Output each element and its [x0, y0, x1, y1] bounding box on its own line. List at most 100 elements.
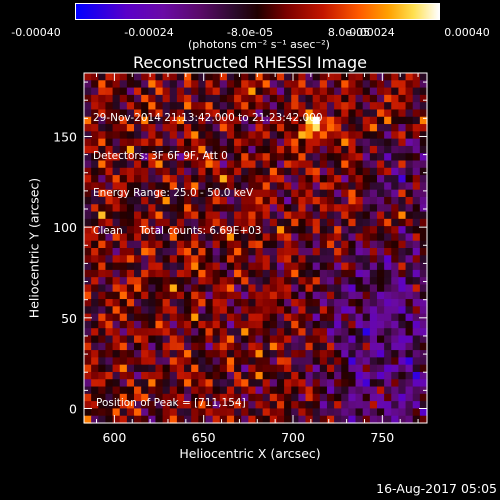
heatmap-cell	[405, 124, 414, 132]
heatmap-cell	[98, 415, 107, 424]
heatmap-cell	[305, 350, 314, 358]
heatmap-cell	[419, 153, 428, 162]
heatmap-cell	[162, 284, 171, 293]
heatmap-cell	[126, 94, 135, 103]
heatmap-cell	[241, 328, 249, 337]
heatmap-cell	[126, 269, 135, 278]
heatmap-cell	[305, 109, 314, 118]
heatmap-cell	[105, 226, 114, 235]
heatmap-cell	[376, 80, 385, 89]
heatmap-cell	[312, 204, 321, 213]
heatmap-cell	[219, 401, 228, 410]
heatmap-cell	[348, 226, 357, 235]
y-tick-label: 0	[69, 401, 77, 416]
heatmap-cell	[326, 350, 335, 358]
heatmap-cell	[348, 313, 357, 322]
heatmap-cell	[219, 145, 228, 154]
heatmap-cell	[205, 226, 214, 235]
heatmap-cell	[219, 313, 228, 322]
heatmap-cell	[376, 335, 385, 344]
heatmap-cell	[162, 131, 171, 140]
heatmap-cell	[134, 73, 142, 81]
heatmap-cell	[376, 233, 385, 242]
heatmap-cell	[176, 415, 185, 424]
heatmap-cell	[248, 116, 257, 125]
heatmap-cell	[148, 364, 157, 373]
heatmap-cell	[376, 269, 385, 278]
heatmap-cell	[248, 124, 257, 132]
heatmap-cell	[134, 204, 142, 213]
heatmap-cell	[126, 124, 135, 132]
heatmap-cell	[219, 393, 228, 402]
heatmap-cell	[248, 73, 257, 81]
heatmap-cell	[298, 277, 307, 286]
y-tick-label: 150	[53, 129, 77, 144]
heatmap-cell	[255, 182, 264, 191]
heatmap-cell	[112, 335, 121, 344]
heatmap-cell	[134, 350, 142, 358]
heatmap-cell	[276, 87, 285, 96]
heatmap-cell	[348, 277, 357, 286]
heatmap-cell	[355, 218, 364, 227]
heatmap-cell	[205, 262, 214, 271]
heatmap-cell	[362, 240, 371, 249]
heatmap-cell	[134, 306, 142, 315]
heatmap-cell	[162, 226, 171, 235]
heatmap-cell	[169, 313, 178, 322]
heatmap-cell	[191, 182, 199, 191]
heatmap-cell	[219, 109, 228, 118]
heatmap-cell	[255, 299, 264, 307]
heatmap-cell	[105, 350, 114, 358]
heatmap-cell	[305, 248, 314, 256]
heatmap-cell	[376, 299, 385, 307]
heatmap-cell	[155, 291, 164, 300]
heatmap-cell	[362, 80, 371, 89]
heatmap-cell	[134, 218, 142, 227]
heatmap-cell	[184, 291, 192, 300]
heatmap-cell	[355, 211, 364, 220]
heatmap-cell	[326, 401, 335, 410]
heatmap-cell	[255, 386, 264, 395]
heatmap-cell	[169, 408, 178, 417]
heatmap-cell	[84, 379, 92, 388]
heatmap-cell	[176, 204, 185, 213]
heatmap-cell	[191, 138, 199, 147]
heatmap-cell	[169, 328, 178, 337]
heatmap-cell	[334, 160, 342, 169]
heatmap-cell	[291, 255, 299, 264]
heatmap-cell	[334, 291, 342, 300]
heatmap-cell	[205, 393, 214, 402]
heatmap-cell	[226, 277, 235, 286]
heatmap-cell	[176, 255, 185, 264]
heatmap-cell	[269, 320, 278, 329]
heatmap-cell	[191, 94, 199, 103]
heatmap-cell	[255, 196, 264, 205]
heatmap-cell	[169, 80, 178, 89]
heatmap-cell	[176, 262, 185, 271]
heatmap-cell	[298, 189, 307, 198]
heatmap-cell	[184, 401, 192, 410]
heatmap-cell	[141, 226, 149, 235]
heatmap-cell	[269, 357, 278, 366]
heatmap-cell	[176, 124, 185, 132]
heatmap-cell	[226, 189, 235, 198]
heatmap-cell	[298, 364, 307, 373]
heatmap-cell	[162, 342, 171, 351]
heatmap-cell	[134, 167, 142, 176]
heatmap-cell	[255, 160, 264, 169]
heatmap-cell	[276, 401, 285, 410]
heatmap-cell	[126, 379, 135, 388]
heatmap-cell	[226, 131, 235, 140]
heatmap-cell	[384, 211, 392, 220]
heatmap-cell	[355, 109, 364, 118]
heatmap-cell	[334, 131, 342, 140]
heatmap-cell	[155, 350, 164, 358]
heatmap-cell	[391, 218, 400, 227]
heatmap-cell	[355, 350, 364, 358]
heatmap-cell	[169, 175, 178, 183]
heatmap-cell	[312, 175, 321, 183]
heatmap-cell	[305, 196, 314, 205]
heatmap-cell	[226, 291, 235, 300]
heatmap-cell	[369, 386, 378, 395]
heatmap-cell	[98, 408, 107, 417]
